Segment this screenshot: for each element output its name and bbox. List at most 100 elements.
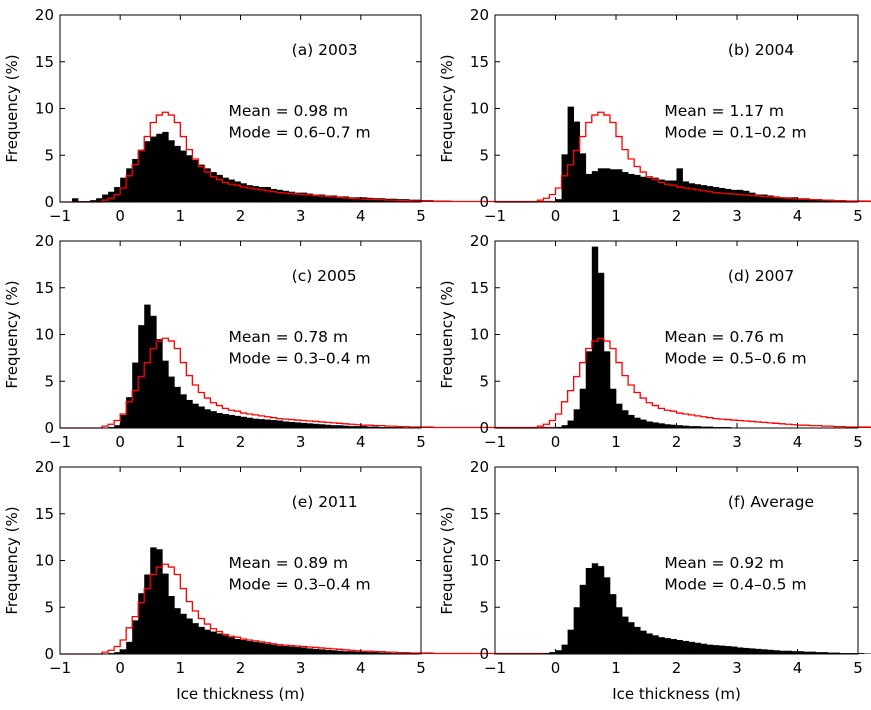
- panel-title: (f) Average: [728, 493, 814, 511]
- x-tick-label: 1: [611, 207, 621, 225]
- histogram-bar: [809, 651, 816, 654]
- histogram-bar: [174, 386, 181, 428]
- histogram-bar: [664, 180, 671, 202]
- histogram-bar: [827, 200, 835, 202]
- histogram-bar: [246, 640, 253, 654]
- y-tick-label: 5: [479, 372, 489, 390]
- histogram-bar: [555, 650, 562, 654]
- histogram-bar: [603, 168, 611, 202]
- histogram-bar: [700, 426, 708, 428]
- histogram-bar: [240, 639, 247, 654]
- histogram-bar: [192, 159, 199, 202]
- y-axis-label: Frequency (%): [3, 506, 21, 614]
- histogram-bar: [749, 192, 756, 202]
- histogram-bar: [318, 194, 326, 202]
- histogram-bar: [628, 173, 635, 202]
- y-tick-label: 15: [470, 53, 489, 71]
- histogram-bar: [573, 121, 581, 202]
- y-tick-label: 5: [479, 146, 489, 164]
- y-tick-label: 10: [35, 100, 54, 118]
- y-tick-label: 15: [35, 279, 54, 297]
- histogram-bar: [348, 651, 356, 654]
- histogram-bar: [585, 173, 593, 202]
- histogram-bar: [132, 620, 139, 654]
- histogram-bar: [180, 613, 187, 654]
- histogram-bar: [743, 190, 750, 202]
- histogram-bar: [616, 403, 623, 428]
- histogram-bar: [264, 187, 271, 202]
- histogram-bar: [108, 191, 115, 202]
- x-tick-label: 3: [732, 207, 742, 225]
- histogram-bar: [144, 141, 151, 202]
- histogram-bar: [162, 573, 169, 654]
- histogram-bar: [706, 426, 714, 428]
- histogram-bar: [162, 131, 169, 203]
- histogram-bar: [658, 423, 665, 428]
- x-tick-label: 2: [236, 207, 246, 225]
- histogram-bar: [198, 626, 205, 654]
- histogram-bar: [126, 641, 133, 654]
- panel-title: (b) 2004: [728, 41, 794, 59]
- x-tick-label: 1: [611, 659, 621, 677]
- x-tick-label: 0: [115, 433, 125, 451]
- x-tick-label: 2: [672, 207, 682, 225]
- histogram-bar: [567, 420, 574, 428]
- x-tick-label: 3: [296, 659, 306, 677]
- histogram-bar: [192, 623, 199, 654]
- mode-annotation: Mode = 0.3–0.4 m: [228, 349, 370, 367]
- histogram-bar: [694, 642, 702, 654]
- histogram-bar: [276, 189, 283, 202]
- histogram-bar: [300, 647, 308, 654]
- y-tick-label: 20: [35, 6, 54, 24]
- reference-step-line: [495, 111, 871, 203]
- histogram-bar: [270, 644, 277, 654]
- histogram-bar: [646, 633, 653, 654]
- y-tick-label: 20: [470, 458, 489, 476]
- histogram-bar: [294, 192, 302, 202]
- y-tick-label: 0: [44, 645, 54, 663]
- histogram-bar: [743, 647, 750, 654]
- histogram-bar: [312, 194, 320, 202]
- histogram-bar: [234, 639, 241, 654]
- histogram-bar: [827, 652, 835, 654]
- histogram-bar: [240, 416, 247, 428]
- histogram-bar: [168, 596, 175, 654]
- x-tick-label: 0: [115, 207, 125, 225]
- histogram-bar: [652, 177, 659, 202]
- histogram-bar: [694, 426, 702, 428]
- histogram-bar: [168, 140, 175, 202]
- histogram-bar: [670, 639, 677, 654]
- histogram-bar: [204, 629, 211, 654]
- y-tick-label: 5: [479, 598, 489, 616]
- y-tick-label: 15: [470, 505, 489, 523]
- histogram-bar: [282, 646, 289, 654]
- x-tick-label: 5: [853, 433, 863, 451]
- x-tick-label: 3: [296, 433, 306, 451]
- histogram-bar: [585, 351, 593, 428]
- histogram-bar: [761, 649, 768, 654]
- histogram-bar: [228, 637, 235, 654]
- x-tick-label: 2: [236, 433, 246, 451]
- histogram-bar: [366, 426, 374, 428]
- histogram-bar: [579, 584, 587, 654]
- x-tick-label: −1: [484, 659, 506, 677]
- x-tick-label: 5: [416, 433, 426, 451]
- y-tick-label: 0: [479, 193, 489, 211]
- histogram-bar: [640, 176, 647, 202]
- histogram-bar: [342, 651, 350, 654]
- histogram-bar: [573, 409, 581, 428]
- histogram-bar: [700, 185, 708, 202]
- mean-annotation: Mean = 0.92 m: [664, 554, 784, 572]
- histogram-bar: [216, 413, 223, 428]
- histogram-bar: [246, 417, 253, 428]
- histogram-bar: [312, 423, 320, 428]
- histogram-bar: [688, 183, 695, 202]
- histogram-bar: [288, 421, 295, 428]
- histogram-bar: [682, 425, 689, 428]
- histogram-bar: [186, 399, 193, 428]
- histogram-bar: [767, 195, 774, 202]
- histogram-bar: [791, 651, 798, 654]
- x-tick-label: 1: [176, 433, 186, 451]
